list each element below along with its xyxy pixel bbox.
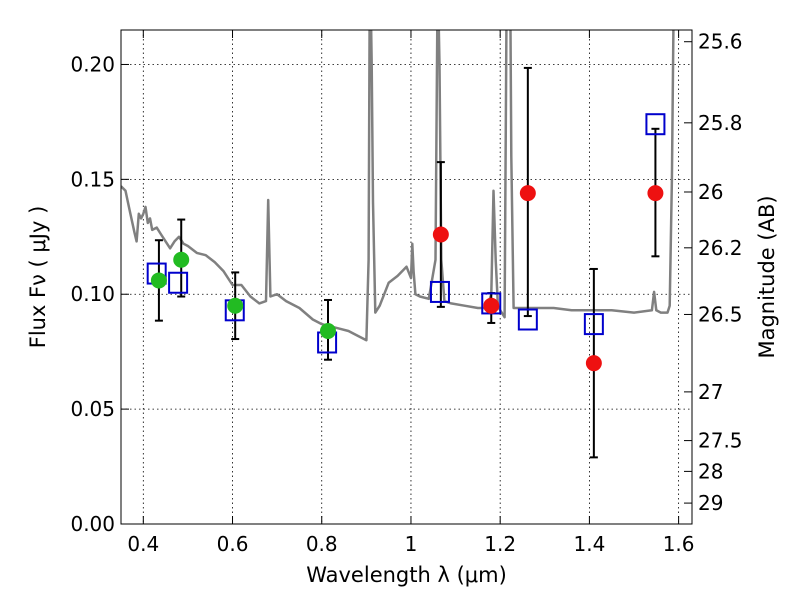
mag-tick-label: 26 — [698, 180, 723, 204]
model-sed-line — [121, 30, 675, 342]
x-tick-label: 1.4 — [573, 532, 605, 556]
model-sed-layer — [121, 30, 675, 342]
markers-layer — [146, 113, 666, 372]
observed-point — [432, 226, 449, 243]
ticks-layer — [121, 30, 692, 525]
error-bars-layer — [154, 66, 660, 459]
mag-tick-labels: 25.6 25.8 26 26.2 26.5 27 27.5 28 29 — [698, 30, 743, 515]
x-tick-label: 1 — [405, 532, 418, 556]
observed-point — [585, 355, 602, 372]
x-tick-label: 0.6 — [217, 532, 249, 556]
mag-tick-label: 27 — [698, 380, 723, 404]
observed-point — [173, 251, 190, 268]
mag-tick-label: 27.5 — [698, 429, 743, 453]
y-tick-label: 0.00 — [70, 512, 115, 536]
mag-tick-label: 25.6 — [698, 30, 743, 54]
model-photometry-square — [517, 308, 538, 331]
mag-tick-label: 29 — [698, 491, 723, 515]
y2-axis-label: Magnitude (AB) — [755, 195, 779, 358]
observed-point — [319, 322, 336, 339]
y-tick-label: 0.20 — [70, 52, 115, 76]
observed-point — [227, 297, 244, 314]
x-tick-label: 0.4 — [127, 532, 159, 556]
x-tick-label: 1.2 — [484, 532, 516, 556]
y-tick-label: 0.15 — [70, 167, 115, 191]
grid-lines — [121, 30, 692, 525]
plot-frame — [120, 29, 693, 525]
y-tick-labels: 0.00 0.05 0.10 0.15 0.20 — [70, 52, 115, 536]
model-photometry-square — [429, 280, 450, 303]
y-tick-label: 0.05 — [70, 397, 115, 421]
x-tick-labels: 0.4 0.6 0.8 1 1.2 1.4 1.6 — [127, 532, 694, 556]
y-axis-label: Flux Fν ( μJy ) — [26, 206, 50, 349]
observed-point — [647, 185, 664, 202]
mag-tick-label: 26.2 — [698, 236, 743, 260]
y-tick-label: 0.10 — [70, 282, 115, 306]
observed-point — [150, 272, 167, 289]
mag-tick-label: 25.8 — [698, 111, 743, 135]
observed-point — [483, 297, 500, 314]
mag-tick-label: 26.5 — [698, 302, 743, 326]
x-tick-label: 0.8 — [306, 532, 338, 556]
model-photometry-square — [168, 271, 189, 294]
mag-tick-label: 28 — [698, 459, 723, 483]
x-axis-label: Wavelength λ (μm) — [306, 563, 507, 587]
model-photometry-square — [583, 313, 604, 336]
x-tick-label: 1.6 — [663, 532, 695, 556]
model-photometry-square — [645, 113, 666, 136]
observed-point — [519, 185, 536, 202]
